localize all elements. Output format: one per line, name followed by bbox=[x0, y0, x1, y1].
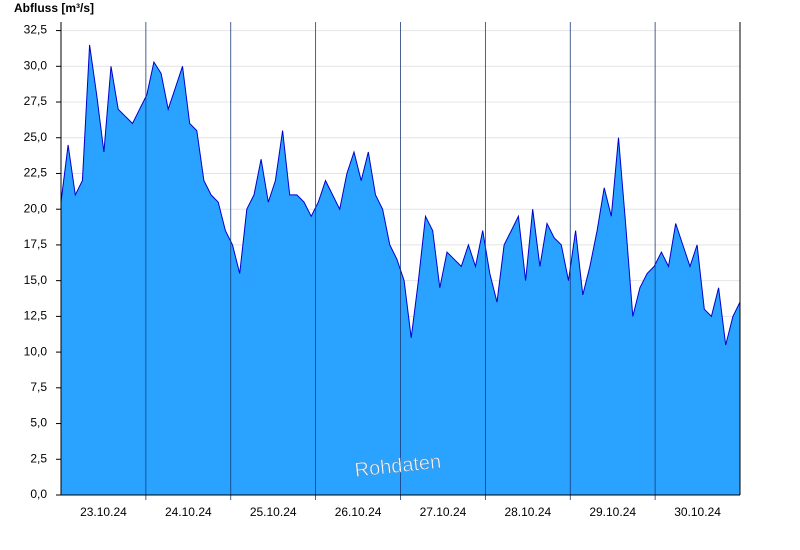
x-tick-label: 26.10.24 bbox=[335, 505, 382, 519]
y-tick-label: 7,5 bbox=[30, 380, 47, 394]
y-tick-label: 17,5 bbox=[24, 237, 48, 251]
x-tick-label: 25.10.24 bbox=[250, 505, 297, 519]
y-axis-label: Abfluss [m³/s] bbox=[14, 1, 94, 15]
y-tick-label: 15,0 bbox=[24, 273, 48, 287]
y-tick-label: 32,5 bbox=[24, 23, 48, 37]
y-tick-label: 20,0 bbox=[24, 201, 48, 215]
y-tick-label: 0,0 bbox=[30, 487, 47, 501]
x-tick-label: 29.10.24 bbox=[589, 505, 636, 519]
y-tick-label: 22,5 bbox=[24, 166, 48, 180]
x-tick-label: 30.10.24 bbox=[674, 505, 721, 519]
y-tick-label: 27,5 bbox=[24, 94, 48, 108]
x-tick-label: 23.10.24 bbox=[80, 505, 127, 519]
x-tick-label: 24.10.24 bbox=[165, 505, 212, 519]
y-tick-label: 5,0 bbox=[30, 416, 47, 430]
y-tick-label: 2,5 bbox=[30, 451, 47, 465]
x-tick-label: 27.10.24 bbox=[420, 505, 467, 519]
y-tick-label: 25,0 bbox=[24, 130, 48, 144]
x-tick-label: 28.10.24 bbox=[504, 505, 551, 519]
y-tick-label: 12,5 bbox=[24, 309, 48, 323]
y-tick-label: 10,0 bbox=[24, 344, 48, 358]
y-tick-label: 30,0 bbox=[24, 58, 48, 72]
